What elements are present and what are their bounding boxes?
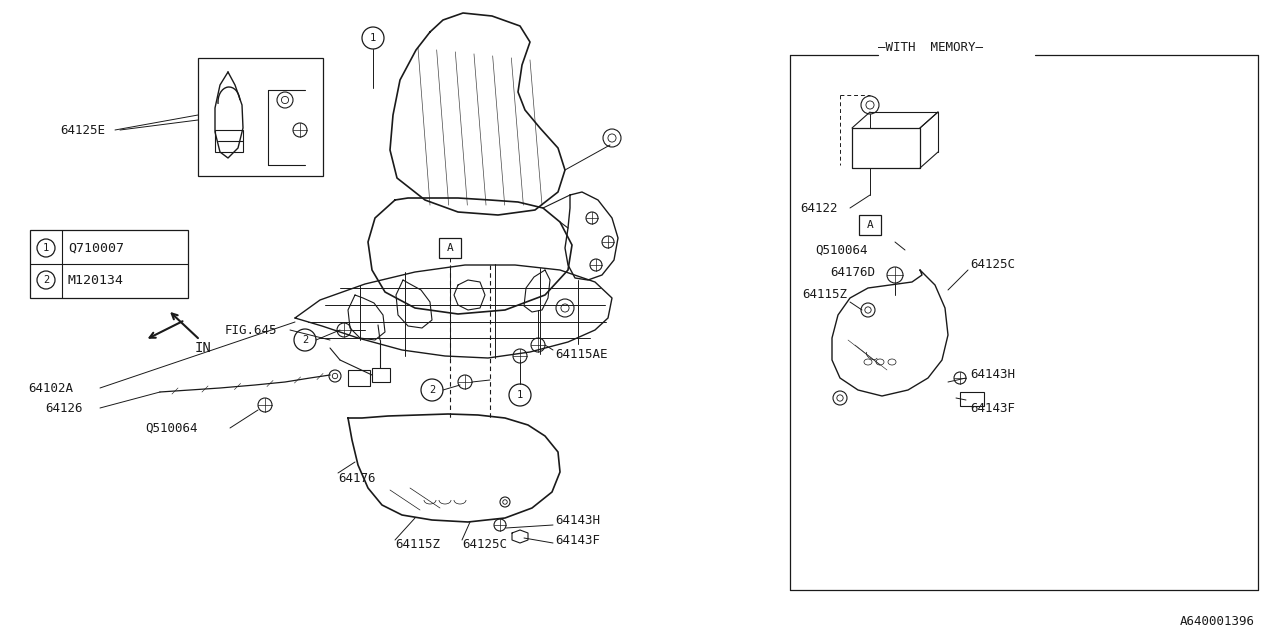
Text: 1: 1: [42, 243, 49, 253]
Text: 64143F: 64143F: [556, 534, 600, 547]
Bar: [372, 368, 390, 382]
Text: 64115Z: 64115Z: [803, 289, 847, 301]
Text: 2: 2: [302, 335, 308, 345]
Text: 64126: 64126: [45, 401, 82, 415]
Text: 1: 1: [517, 390, 524, 400]
Text: 64176: 64176: [338, 472, 375, 484]
Bar: [29, 230, 188, 298]
Text: 64143F: 64143F: [970, 401, 1015, 415]
Text: 64125E: 64125E: [60, 124, 105, 136]
Text: 2: 2: [429, 385, 435, 395]
Text: —WITH  MEMORY—: —WITH MEMORY—: [878, 41, 983, 54]
Text: 64102A: 64102A: [28, 381, 73, 394]
Text: 64143H: 64143H: [970, 369, 1015, 381]
Text: FIG.645: FIG.645: [225, 323, 278, 337]
Bar: [348, 370, 370, 386]
Bar: [198, 58, 323, 176]
Text: A640001396: A640001396: [1180, 615, 1254, 628]
Text: 1: 1: [370, 33, 376, 43]
Bar: [439, 238, 461, 258]
Text: 64176D: 64176D: [829, 266, 876, 278]
Text: 64125C: 64125C: [970, 259, 1015, 271]
Text: 64143H: 64143H: [556, 513, 600, 527]
Text: Q510064: Q510064: [815, 243, 868, 257]
Text: M120134: M120134: [68, 273, 124, 287]
Bar: [215, 130, 243, 152]
Bar: [960, 392, 984, 406]
Text: 64115Z: 64115Z: [396, 538, 440, 552]
Text: 64115AE: 64115AE: [556, 349, 608, 362]
Text: Q710007: Q710007: [68, 241, 124, 255]
Text: Q510064: Q510064: [145, 422, 197, 435]
Bar: [859, 215, 881, 235]
Text: A: A: [867, 220, 873, 230]
Text: IN: IN: [195, 341, 211, 355]
Text: 64122: 64122: [800, 202, 837, 214]
Text: 2: 2: [42, 275, 49, 285]
Text: A: A: [447, 243, 453, 253]
Text: 64125C: 64125C: [462, 538, 507, 552]
